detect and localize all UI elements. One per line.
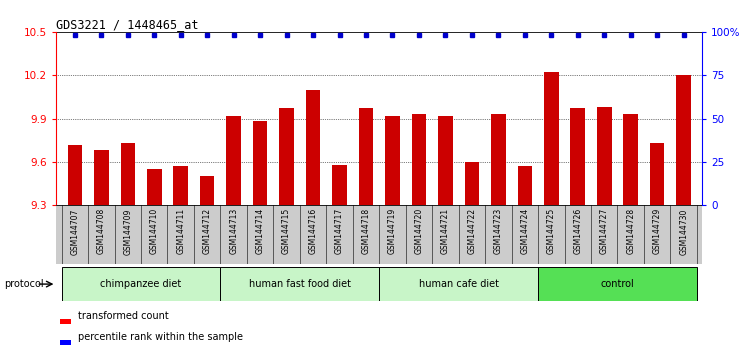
Bar <box>59 340 71 345</box>
Bar <box>465 162 479 205</box>
Text: protocol: protocol <box>4 279 44 289</box>
Text: human cafe diet: human cafe diet <box>418 279 499 289</box>
Text: GSM144730: GSM144730 <box>679 208 688 255</box>
Text: GSM144722: GSM144722 <box>467 208 476 255</box>
Text: GSM144720: GSM144720 <box>415 208 424 255</box>
Bar <box>306 90 321 205</box>
Text: GSM144711: GSM144711 <box>176 208 185 255</box>
Text: GSM144715: GSM144715 <box>282 208 291 255</box>
Bar <box>623 114 638 205</box>
Bar <box>68 144 82 205</box>
Text: GSM144713: GSM144713 <box>229 208 238 255</box>
Bar <box>597 107 611 205</box>
Text: GSM144721: GSM144721 <box>441 208 450 255</box>
Bar <box>385 116 400 205</box>
Bar <box>538 267 697 301</box>
Bar <box>94 150 109 205</box>
Bar <box>491 114 505 205</box>
Bar <box>147 169 161 205</box>
Text: GSM144716: GSM144716 <box>309 208 318 255</box>
Text: GSM144726: GSM144726 <box>573 208 582 255</box>
Text: human fast food diet: human fast food diet <box>249 279 351 289</box>
Bar <box>200 176 215 205</box>
Text: GSM144719: GSM144719 <box>388 208 397 255</box>
Text: GSM144709: GSM144709 <box>123 208 132 255</box>
Bar <box>650 143 665 205</box>
Bar <box>359 108 373 205</box>
Bar <box>279 108 294 205</box>
Bar <box>253 121 267 205</box>
Text: chimpanzee diet: chimpanzee diet <box>101 279 182 289</box>
Text: transformed count: transformed count <box>77 311 168 321</box>
Bar <box>120 143 135 205</box>
Bar <box>62 267 221 301</box>
Text: GSM144714: GSM144714 <box>255 208 264 255</box>
Bar <box>332 165 347 205</box>
Text: GSM144717: GSM144717 <box>335 208 344 255</box>
Text: GSM144712: GSM144712 <box>203 208 212 255</box>
Text: GSM144707: GSM144707 <box>71 208 80 255</box>
Bar <box>173 166 188 205</box>
Text: GSM144725: GSM144725 <box>547 208 556 255</box>
Text: GSM144708: GSM144708 <box>97 208 106 255</box>
Bar <box>412 114 427 205</box>
Text: GSM144728: GSM144728 <box>626 208 635 255</box>
Bar <box>544 72 559 205</box>
Text: GSM144710: GSM144710 <box>149 208 158 255</box>
Bar <box>571 108 585 205</box>
Bar <box>677 75 691 205</box>
Bar <box>438 116 453 205</box>
Bar <box>59 319 71 324</box>
Text: GSM144729: GSM144729 <box>653 208 662 255</box>
Text: GSM144727: GSM144727 <box>600 208 609 255</box>
Text: GSM144723: GSM144723 <box>494 208 503 255</box>
Text: percentile rank within the sample: percentile rank within the sample <box>77 332 243 342</box>
Bar <box>517 166 532 205</box>
Text: GDS3221 / 1448465_at: GDS3221 / 1448465_at <box>56 18 199 31</box>
Text: GSM144718: GSM144718 <box>361 208 370 255</box>
Bar <box>226 116 241 205</box>
Text: control: control <box>601 279 635 289</box>
Text: GSM144724: GSM144724 <box>520 208 529 255</box>
Bar <box>379 267 538 301</box>
Bar <box>221 267 379 301</box>
